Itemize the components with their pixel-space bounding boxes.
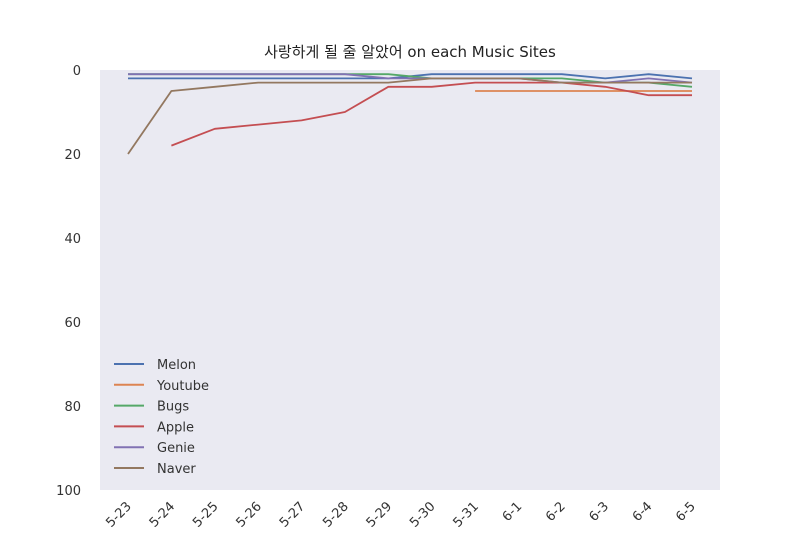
series-line-naver [127, 77, 692, 155]
x-tick-label: 6-2 [543, 499, 569, 525]
x-axis-ticks: 5-23 5-24 5-25 5-26 5-27 5-28 5-29 5-30 5-31 6-1 6… [103, 499, 698, 530]
x-tick-label: 5-28 [320, 499, 351, 530]
series-layer [127, 73, 693, 155]
plot-area [100, 70, 720, 490]
series-line-apple [171, 81, 692, 147]
x-tick-label: 5-23 [103, 499, 134, 530]
x-tick-label: 5-25 [190, 499, 221, 530]
y-tick-label: 40 [64, 232, 81, 247]
x-tick-label: 5-27 [277, 499, 308, 530]
legend-label-apple: Apple [157, 420, 194, 435]
y-axis-ticks: 0 20 40 60 80 100 [56, 64, 81, 499]
y-tick-label: 80 [64, 400, 81, 415]
legend-label-melon: Melon [157, 358, 196, 373]
legend-label-youtube: Youtube [156, 379, 209, 394]
legend-label-genie: Genie [157, 441, 195, 456]
y-tick-label: 20 [64, 148, 81, 163]
legend: Melon Youtube Bugs Apple Genie Naver [114, 358, 209, 477]
x-tick-label: 5-30 [407, 499, 438, 530]
legend-label-bugs: Bugs [157, 400, 189, 415]
x-tick-label: 5-29 [364, 499, 395, 530]
y-tick-label: 60 [64, 316, 81, 331]
x-tick-label: 5-31 [450, 499, 481, 530]
x-tick-label: 6-3 [586, 499, 612, 525]
x-tick-label: 5-26 [234, 499, 265, 530]
x-tick-label: 5-24 [147, 499, 178, 530]
y-tick-label: 0 [73, 64, 81, 79]
x-tick-label: 6-4 [630, 499, 656, 525]
legend-label-naver: Naver [157, 462, 196, 477]
x-tick-label: 6-1 [500, 499, 526, 525]
y-tick-label: 100 [56, 484, 81, 499]
chart-title: 사랑하게 될 줄 알았어 on each Music Sites [264, 43, 556, 61]
x-tick-label: 6-5 [673, 499, 699, 525]
